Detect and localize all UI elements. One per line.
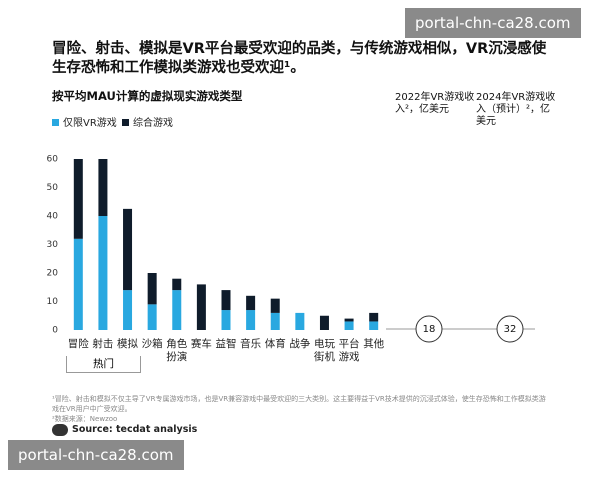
x-tick-label: 赛车: [190, 338, 212, 350]
revenue-value: 32: [504, 324, 517, 335]
bar-segment: [344, 321, 354, 330]
watermark: portal-chn-ca28.com: [405, 8, 581, 38]
bar-segment: [270, 298, 280, 313]
chart-subtitle: 按平均MAU计算的虚拟现实游戏类型: [52, 89, 243, 103]
footnotes: ¹冒险、射击和模拟不仅主导了VR专属游戏市场，也是VR兼容游戏中最受欢迎的三大类…: [52, 394, 552, 424]
bar-segment: [369, 312, 379, 322]
bar-segment: [172, 278, 182, 291]
watermark: portal-chn-ca28.com: [8, 440, 184, 470]
bar-segment: [270, 312, 280, 330]
source: Source: tecdat analysis: [72, 424, 198, 435]
column-header: 2022年VR游戏收入²，亿美元: [395, 92, 475, 115]
legend-label: 综合游戏: [133, 116, 173, 129]
x-tick-label: 模拟: [117, 338, 139, 350]
y-tick-label: 20: [47, 269, 59, 279]
bar-segment: [98, 216, 108, 330]
x-tick-label: 平台游戏: [338, 338, 360, 363]
x-tick-label: 音乐: [240, 338, 262, 350]
y-tick-label: 40: [47, 212, 59, 222]
revenue-value: 18: [423, 324, 436, 335]
x-tick-label: 益智: [215, 338, 237, 350]
footnote: ¹冒险、射击和模拟不仅主导了VR专属游戏市场，也是VR兼容游戏中最受欢迎的三大类…: [52, 395, 546, 413]
source-logo: [52, 424, 68, 436]
bar-segment: [221, 290, 231, 311]
x-tick-label: 其他: [363, 338, 385, 350]
footnote: ²数据来源：Newzoo: [52, 415, 118, 423]
column-header: 2024年VR游戏收入（预计）²，亿美元: [476, 92, 556, 127]
y-tick-label: 50: [47, 183, 59, 193]
bar-segment: [147, 304, 157, 330]
y-tick-label: 30: [47, 240, 59, 250]
x-tick-label: 体育: [264, 338, 286, 350]
bar-segment: [123, 208, 133, 291]
legend-swatch: [52, 119, 59, 126]
bar-segment: [123, 290, 133, 330]
x-tick-label: 战争: [289, 338, 311, 350]
revenue-circle: [415, 315, 443, 343]
y-tick-label: 60: [47, 155, 59, 165]
bar-segment: [98, 159, 108, 216]
bar-segment: [246, 295, 256, 311]
y-tick-label: 0: [52, 326, 58, 336]
x-tick-label: 角色扮演: [166, 338, 188, 363]
legend-label: 仅限VR游戏: [63, 116, 117, 129]
x-tick-label: 电玩街机: [313, 338, 335, 363]
legend-swatch: [122, 119, 129, 126]
bar-segment: [172, 290, 182, 330]
y-tick-label: 10: [47, 297, 59, 307]
bar-segment: [73, 238, 83, 330]
x-tick-label: 沙箱: [141, 338, 163, 350]
bar-segment: [147, 273, 157, 305]
bar-segment: [295, 312, 305, 330]
chart-title: 冒险、射击、模拟是VR平台最受欢迎的品类，与传统游戏相似，VR沉浸感使生存恐怖和…: [52, 41, 547, 76]
group-label: 热门: [66, 356, 141, 373]
bar-segment: [221, 310, 231, 330]
bar-segment: [369, 321, 379, 330]
bar-segment: [246, 310, 256, 330]
bar-segment: [344, 318, 354, 322]
bar-segment: [196, 284, 206, 330]
x-tick-label: 射击: [92, 338, 114, 350]
bar-segment: [319, 315, 329, 330]
x-tick-label: 冒险: [67, 338, 89, 350]
revenue-circle: [496, 315, 524, 343]
bar-segment: [73, 159, 83, 239]
